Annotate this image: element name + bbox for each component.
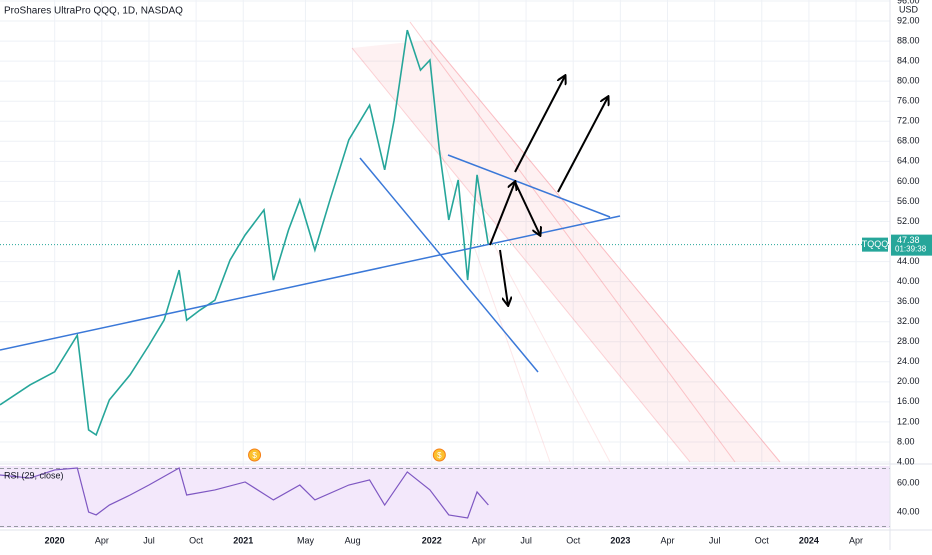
y-tick-label: 92.00	[897, 15, 920, 25]
dividend-label: $	[437, 451, 442, 460]
x-tick-label: Oct	[189, 535, 204, 545]
y-tick-label: 8.00	[897, 436, 915, 446]
dividend-icon	[432, 448, 446, 462]
y-tick-label: 72.00	[897, 116, 920, 126]
x-tick-label: Apr	[95, 535, 109, 545]
x-tick-label: 2024	[799, 535, 819, 545]
y-tick-label: 32.00	[897, 316, 920, 326]
x-tick-label: Jul	[143, 535, 155, 545]
axes: 2020 Apr Jul Oct 2021 May Aug 2022 Apr Jul Oct 2023…	[45, 0, 932, 545]
y-tick-label: 84.00	[897, 56, 920, 66]
y-tick-label: 76.00	[897, 96, 920, 106]
y-tick-label: 80.00	[897, 76, 920, 86]
price-label: 47.38	[897, 235, 920, 245]
symbol-label: TQQQ	[862, 239, 889, 249]
x-tick-label: 2021	[233, 535, 253, 545]
price-axis	[890, 0, 932, 530]
drawings	[0, 76, 621, 373]
grid	[0, 0, 890, 530]
rsi-tick-label: 60.00	[897, 477, 920, 487]
rsi-line	[0, 467, 489, 519]
dividend-label: $	[252, 451, 257, 460]
x-tick-label: 2020	[45, 535, 65, 545]
y-tick-label: 4.00	[897, 456, 915, 466]
price-line	[0, 29, 490, 437]
rsi-pane	[0, 466, 890, 528]
chart-title: ProShares UltraPro QQQ, 1D, NASDAQ	[4, 6, 183, 17]
x-tick-label: May	[297, 535, 315, 545]
y-tick-label: 52.00	[897, 216, 920, 226]
price-tag	[891, 234, 932, 256]
x-tick-label: Aug	[345, 535, 361, 545]
plot: $ $	[0, 29, 890, 528]
y-tick-label: 44.00	[897, 256, 920, 266]
x-tick-label: Apr	[660, 535, 674, 545]
y-tick-label: 40.00	[897, 276, 920, 286]
dividend-icon	[248, 448, 262, 462]
y-tick-label: 12.00	[897, 416, 920, 426]
rsi-title: RSI (29, close)	[4, 470, 64, 480]
y-tick-label: 20.00	[897, 376, 920, 386]
x-tick-label: 2022	[422, 535, 442, 545]
x-tick-label: Apr	[849, 535, 863, 545]
countdown-label: 01:39:38	[895, 245, 927, 254]
y-tick-label: 88.00	[897, 35, 920, 45]
y-tick-label: 24.00	[897, 356, 920, 366]
y-tick-label: 60.00	[897, 176, 920, 186]
pitchfork	[351, 21, 781, 463]
rsi-tick-label: 40.00	[897, 506, 920, 516]
y-tick-label: 36.00	[897, 296, 920, 306]
y-tick-label: 16.00	[897, 396, 920, 406]
x-tick-label: Jul	[709, 535, 721, 545]
y-tick-label: 56.00	[897, 196, 920, 206]
y-tick-label: 28.00	[897, 336, 920, 346]
currency: USD	[899, 4, 919, 14]
y-tick-label: 96.00	[897, 0, 920, 5]
x-tick-label: Apr	[472, 535, 486, 545]
symbol-tag	[862, 237, 888, 252]
x-tick-label: Oct	[566, 535, 581, 545]
y-tick-label: 64.00	[897, 156, 920, 166]
x-tick-label: 2023	[610, 535, 630, 545]
x-tick-label: Jul	[520, 535, 532, 545]
x-tick-label: Oct	[755, 535, 770, 545]
y-tick-label: 68.00	[897, 136, 920, 146]
